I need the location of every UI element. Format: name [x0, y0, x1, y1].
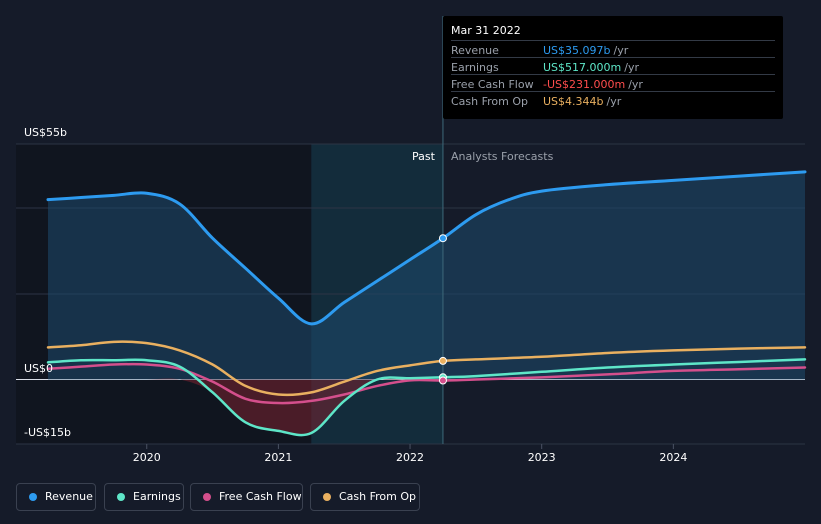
tooltip-label: Free Cash Flow: [451, 78, 534, 91]
legend-item-earnings[interactable]: Earnings: [104, 483, 184, 511]
series-line-free-cash-flow: [46, 362, 807, 405]
tooltip-date: Mar 31 2022: [451, 24, 521, 37]
point-marker-cash-from-op: [438, 356, 447, 365]
legend-item-cash-from-op[interactable]: Cash From Op: [310, 483, 420, 511]
tooltip-label: Cash From Op: [451, 95, 529, 108]
legend-label: Earnings: [133, 490, 181, 503]
x-tick-label: 2023: [528, 451, 556, 464]
legend-dot-icon: [29, 493, 37, 501]
tooltip-row-revenue: Revenue US$35.097b/yr: [451, 40, 775, 58]
x-tick-label: 2020: [133, 451, 161, 464]
x-tick-label: 2021: [264, 451, 292, 464]
tooltip-row-free-cash-flow: Free Cash Flow -US$231.000m/yr: [451, 74, 775, 92]
legend-label: Revenue: [45, 490, 93, 503]
y-axis-bottom-label: -US$15b: [24, 426, 71, 439]
legend-dot-icon: [203, 493, 211, 501]
revenue-area: [48, 171, 805, 380]
tooltip-row-earnings: Earnings US$517.000m/yr: [451, 57, 775, 75]
y-axis-top-label: US$55b: [24, 126, 68, 139]
series-line-revenue: [46, 170, 807, 326]
data-tooltip: Mar 31 2022 Revenue US$35.097b/yr Earnin…: [443, 16, 783, 119]
past-label: Past: [412, 150, 436, 163]
legend-item-free-cash-flow[interactable]: Free Cash Flow: [190, 483, 303, 511]
point-marker-revenue: [438, 234, 447, 243]
tooltip-value: US$517.000m/yr: [543, 61, 639, 74]
tooltip-value: US$35.097b/yr: [543, 44, 629, 57]
series-line-earnings: [46, 358, 807, 437]
legend-label: Free Cash Flow: [219, 490, 302, 503]
tooltip-value: -US$231.000m/yr: [543, 78, 643, 91]
legend-dot-icon: [117, 493, 125, 501]
tooltip-value: US$4.344b/yr: [543, 95, 622, 108]
tooltip-label: Earnings: [451, 61, 499, 74]
forecast-label: Analysts Forecasts: [451, 150, 554, 163]
legend-label: Cash From Op: [339, 490, 417, 503]
series-line-cash-from-op: [46, 340, 807, 397]
x-tick-label: 2024: [659, 451, 687, 464]
point-marker-free-cash-flow: [438, 376, 447, 385]
tooltip-row-cash-from-op: Cash From Op US$4.344b/yr: [451, 91, 775, 109]
negative-area: [48, 377, 805, 436]
x-tick-label: 2022: [396, 451, 424, 464]
y-axis-zero-label: US$0: [24, 362, 54, 375]
legend-dot-icon: [323, 493, 331, 501]
tooltip-label: Revenue: [451, 44, 499, 57]
legend-item-revenue[interactable]: Revenue: [16, 483, 96, 511]
